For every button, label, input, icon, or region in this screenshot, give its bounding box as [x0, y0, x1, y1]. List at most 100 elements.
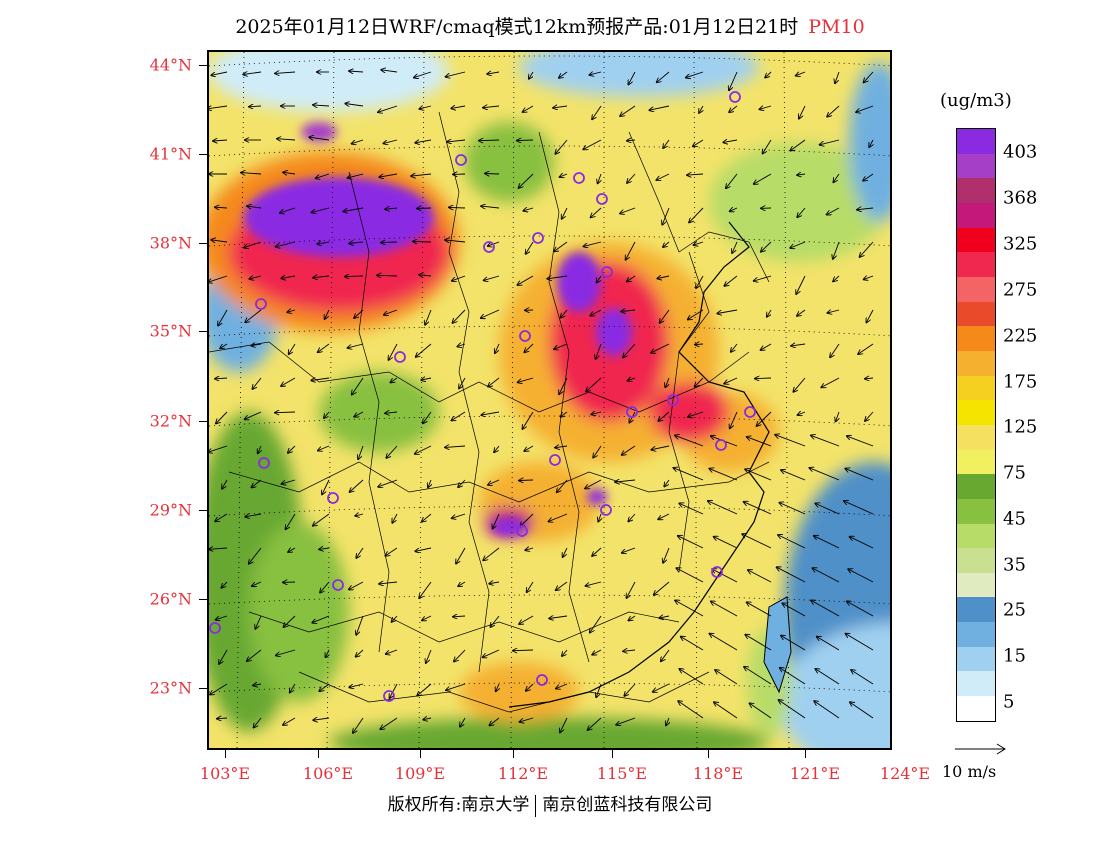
wind-arrow-icon	[695, 377, 704, 387]
wind-arrow-icon	[796, 72, 806, 76]
wind-arrow-icon	[458, 479, 466, 487]
wind-arrow-icon	[355, 514, 364, 516]
color-bar-segment	[957, 474, 995, 499]
wind-arrow-icon	[588, 717, 602, 730]
wind-arrow-icon	[325, 309, 330, 319]
wind-arrow-icon	[560, 174, 568, 177]
wind-arrow-icon	[422, 513, 432, 522]
lat-label: 44°N	[149, 55, 192, 75]
color-bar-segment	[957, 276, 995, 302]
pollution-field	[209, 52, 890, 748]
wind-arrow-icon	[628, 71, 636, 84]
wind-arrow-icon	[714, 537, 738, 549]
wind-arrow-icon	[460, 717, 466, 727]
wind-arrow-icon	[559, 71, 568, 78]
wind-arrow-icon	[286, 513, 296, 529]
wind-arrow-icon	[319, 548, 330, 549]
circle-marker-icon	[519, 330, 531, 342]
wind-arrow-icon	[779, 700, 806, 719]
province-boundaries	[209, 111, 770, 713]
color-bar-segment	[957, 227, 995, 253]
lat-label: 26°N	[149, 589, 192, 609]
lat-label: 32°N	[149, 411, 192, 431]
wind-arrow-icon	[562, 649, 568, 656]
wind-arrow-icon	[763, 139, 772, 154]
wind-arrow-icon	[358, 445, 364, 459]
wind-arrow-icon	[820, 139, 840, 145]
wind-arrow-icon	[553, 106, 568, 108]
wind-arrow-icon	[222, 479, 228, 489]
wind-arrow-icon	[797, 309, 806, 316]
wind-arrow-icon	[590, 615, 602, 633]
wind-arrow-icon	[563, 547, 568, 557]
legend-label: 125	[1003, 416, 1038, 438]
color-bar-segment	[957, 548, 995, 573]
wind-arrow-icon	[349, 71, 364, 72]
wind-arrow-icon	[730, 208, 738, 211]
wind-arrow-icon	[812, 568, 840, 583]
wind-arrow-icon	[710, 634, 738, 651]
wind-arrow-icon	[745, 469, 772, 481]
lat-tick	[199, 154, 207, 155]
wind-arrow-icon	[425, 309, 432, 325]
wind-arrow-icon	[525, 548, 534, 550]
wind-arrow-icon	[793, 377, 806, 392]
wind-arrow-icon	[723, 140, 738, 142]
wind-arrow-icon	[451, 411, 466, 421]
wind-arrow-icon	[221, 581, 228, 588]
wind-arrow-icon	[821, 377, 840, 387]
wind-arrow-icon	[693, 139, 704, 146]
wind-arrow-icon	[745, 635, 772, 651]
color-bar-segment	[957, 153, 995, 179]
wind-arrow-icon	[557, 479, 568, 492]
wind-arrow-icon	[754, 275, 772, 281]
wind-arrow-icon	[589, 72, 602, 75]
wind-arrow-icon	[522, 411, 534, 429]
wind-arrow-icon	[689, 207, 704, 222]
lon-tick	[513, 750, 514, 758]
wind-arrow-icon	[863, 173, 874, 181]
wind-arrow-icon	[313, 513, 330, 526]
wind-arrow-icon	[591, 412, 602, 414]
wind-arrow-icon	[623, 650, 636, 651]
wind-arrow-icon	[765, 71, 772, 78]
wind-arrow-icon	[730, 411, 738, 428]
wind-arrow-icon	[591, 207, 602, 217]
wind-arrow-icon	[596, 343, 602, 359]
wind-arrow-icon	[627, 173, 636, 183]
circle-marker-icon	[483, 241, 495, 253]
wind-arrow-icon	[316, 173, 330, 178]
wind-arrow-icon	[483, 106, 500, 108]
wind-reference-label: 10 m/s	[942, 762, 997, 781]
color-bar-segment	[957, 572, 995, 598]
wind-arrow-icon	[724, 275, 738, 286]
wind-arrow-icon	[833, 275, 840, 281]
wind-arrow-icon	[381, 70, 398, 72]
circle-marker-icon	[549, 454, 561, 466]
coastline	[508, 221, 770, 708]
wind-arrow-icon	[283, 172, 296, 174]
wind-arrow-icon	[348, 173, 364, 178]
wind-arrow-icon	[651, 343, 670, 353]
wind-arrow-icon	[592, 547, 602, 556]
wind-arrow-icon	[276, 241, 296, 247]
wind-arrow-icon	[245, 514, 262, 517]
wind-arrow-icon	[827, 310, 840, 313]
wind-arrow-icon	[554, 343, 568, 349]
circle-marker-icon	[532, 232, 544, 244]
lon-tick	[225, 750, 226, 758]
wind-arrow-icon	[561, 411, 568, 417]
wind-arrow-icon	[356, 649, 364, 657]
wind-arrow-icon	[708, 501, 738, 515]
purple-hotspots	[244, 122, 632, 536]
color-bar-segment	[957, 646, 995, 672]
wind-arrow-icon	[523, 208, 534, 211]
lat-tick	[199, 243, 207, 244]
wind-arrow-icon	[378, 105, 398, 112]
wind-arrow-icon	[556, 581, 568, 590]
wind-arrow-icon	[381, 242, 398, 243]
lat-tick	[199, 688, 207, 689]
wind-arrow-icon	[549, 513, 568, 522]
wind-arrow-icon	[348, 343, 364, 348]
wind-arrow-icon	[694, 242, 704, 245]
